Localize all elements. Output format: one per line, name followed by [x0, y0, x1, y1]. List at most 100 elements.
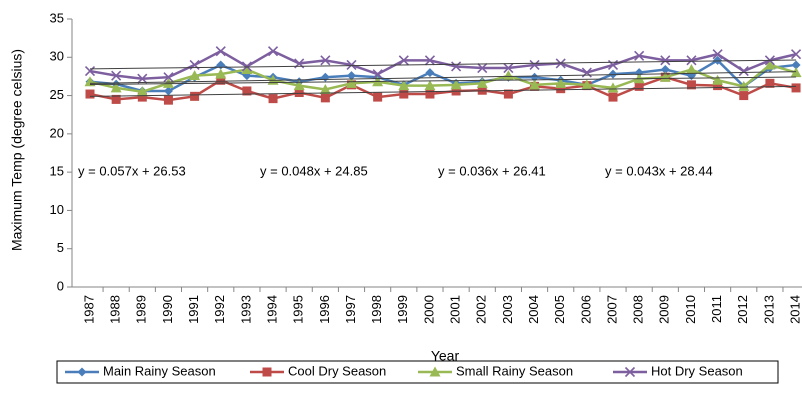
point [555, 77, 567, 88]
point [608, 92, 618, 102]
x-tick-label: 1999 [395, 295, 410, 324]
point [84, 66, 96, 77]
y-tick-label: 25 [50, 87, 64, 102]
point [477, 85, 487, 95]
point [790, 49, 802, 60]
trend-line [89, 76, 797, 85]
point [372, 69, 383, 80]
point [320, 55, 331, 66]
y-tick-label: 20 [50, 125, 64, 140]
x-tick-label: 2005 [552, 295, 567, 324]
x-tick-label: 2006 [578, 295, 593, 324]
point [634, 50, 645, 61]
y-axis-title: Maximum Temp (degree celsius) [9, 49, 25, 251]
y-tick-label: 0 [57, 278, 64, 293]
trend-equation: y = 0.057x + 26.53 [78, 164, 186, 179]
point [791, 83, 801, 93]
point [136, 86, 148, 97]
point [162, 77, 174, 88]
point [476, 77, 488, 88]
trend-equation: y = 0.043x + 28.44 [605, 164, 713, 179]
point [608, 69, 618, 79]
point [425, 68, 435, 78]
x-tick-label: 1993 [238, 295, 253, 324]
x-tick-label: 1995 [291, 295, 306, 324]
y-tick-label: 15 [50, 164, 64, 179]
point [529, 59, 540, 71]
point [712, 74, 724, 85]
point [320, 72, 330, 82]
x-tick-label: 1990 [160, 295, 175, 324]
x-tick-label: 1991 [186, 295, 201, 324]
trend-line [89, 85, 797, 97]
point [215, 46, 226, 57]
x-tick-label: 1988 [108, 295, 123, 324]
point [346, 59, 357, 71]
point [216, 75, 226, 85]
point [624, 366, 636, 378]
legend-item: Small Rainy Season [418, 363, 573, 378]
point [85, 89, 95, 99]
x-tick-label: 2009 [657, 295, 672, 324]
x-tick-label: 2001 [448, 295, 463, 324]
x-tick-label: 1987 [81, 295, 96, 324]
legend-item: Hot Dry Season [613, 363, 743, 378]
point [764, 59, 776, 70]
point [110, 82, 122, 93]
point [529, 79, 541, 90]
point [738, 80, 750, 91]
point [713, 55, 723, 65]
point [450, 79, 462, 90]
point [686, 80, 696, 90]
point [634, 81, 644, 91]
point [451, 61, 462, 72]
trend-equation: y = 0.036x + 26.41 [438, 164, 546, 179]
x-tick-label: 2007 [604, 295, 619, 324]
point [242, 86, 252, 96]
x-tick-label: 2008 [631, 295, 646, 324]
point [660, 55, 671, 66]
x-tick-label: 1998 [369, 295, 384, 324]
point [347, 71, 356, 81]
point [320, 93, 330, 103]
point [294, 88, 304, 98]
point [319, 83, 331, 94]
point [502, 70, 514, 81]
x-tick-label: 2013 [761, 295, 776, 324]
x-tick-label: 2010 [683, 295, 698, 324]
x-tick-label: 1989 [134, 295, 149, 324]
point [163, 86, 173, 96]
point [424, 80, 436, 91]
point [216, 60, 226, 70]
y-tick-label: 10 [50, 202, 64, 217]
y-tick-label: 5 [57, 240, 64, 255]
trend-equation: y = 0.048x + 24.85 [260, 164, 368, 179]
y-tick-label: 30 [50, 49, 64, 64]
x-tick-label: 2004 [526, 295, 541, 324]
trend-line [89, 71, 797, 84]
trend-line [89, 59, 797, 70]
point [293, 80, 305, 91]
legend-label: Main Rainy Season [103, 363, 216, 378]
point [429, 366, 441, 377]
point [189, 70, 201, 81]
point [398, 55, 409, 66]
point [424, 55, 436, 66]
x-tick-label: 2002 [474, 295, 489, 324]
x-tick-label: 1997 [343, 295, 358, 324]
point [765, 78, 775, 88]
point [477, 62, 488, 74]
point [346, 77, 357, 88]
point [634, 68, 644, 78]
point [262, 367, 272, 377]
point [215, 68, 227, 79]
point [163, 95, 173, 105]
point [111, 94, 121, 104]
point [111, 70, 122, 81]
point [373, 92, 383, 102]
point [190, 91, 200, 101]
legend-label: Small Rainy Season [456, 363, 573, 378]
point [791, 60, 801, 70]
